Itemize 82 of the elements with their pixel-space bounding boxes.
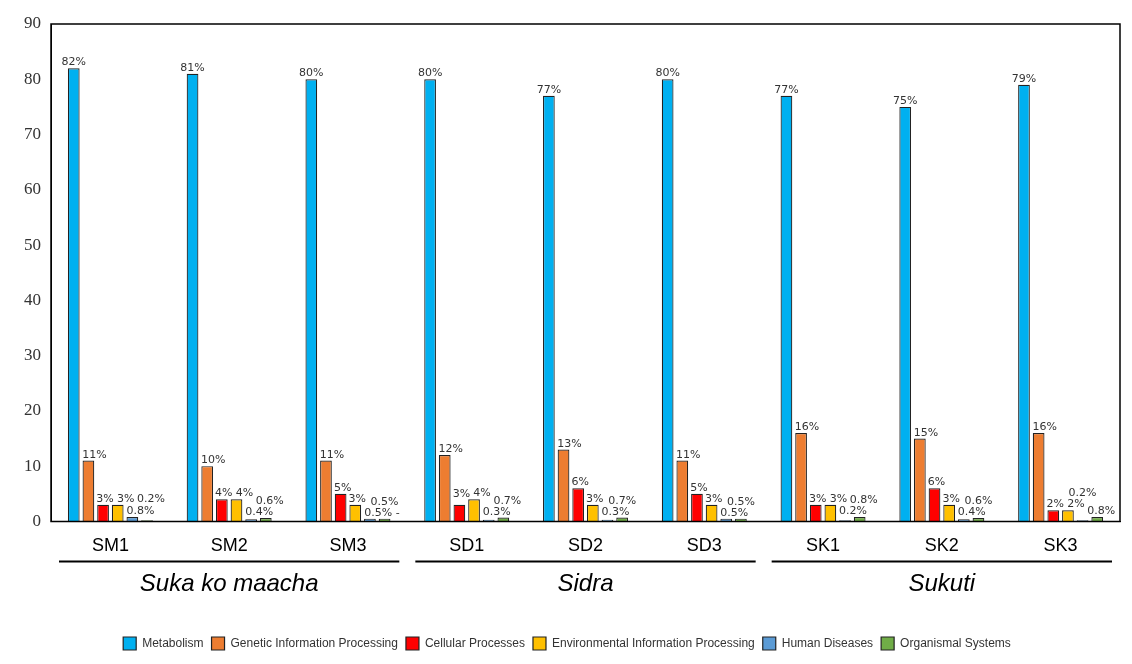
data-label: 81%: [180, 60, 205, 74]
data-label: 11%: [82, 447, 107, 461]
data-label: 0.3%: [601, 504, 630, 518]
x-tick-label: SD2: [567, 535, 604, 556]
data-label: 3%: [116, 491, 135, 505]
y-tick-label: 10: [24, 455, 41, 475]
data-label: 0.8%: [126, 503, 155, 517]
y-tick-label: 80: [24, 68, 41, 88]
text: Sidra: [557, 569, 614, 597]
data-label: 2%: [1046, 497, 1065, 511]
data-label: 3%: [452, 486, 471, 500]
data-label: 3%: [96, 491, 114, 505]
data-label: 0.4%: [957, 505, 986, 519]
data-label: 3%: [809, 491, 827, 505]
y-tick-label: 30: [24, 345, 41, 365]
data-label: 82%: [61, 55, 86, 69]
data-label: 3%: [586, 491, 604, 505]
x-tick-label: SM2: [210, 535, 248, 556]
data-label: 0.7%: [493, 493, 522, 507]
legend-label: Cellular Processes: [424, 635, 525, 650]
y-tick-label: 50: [24, 234, 41, 254]
data-label: 6%: [927, 475, 946, 489]
y-tick-label: 70: [24, 124, 41, 143]
data-label: 3%: [942, 491, 960, 505]
x-tick-label: SM3: [329, 535, 367, 556]
data-label: 80%: [299, 66, 324, 80]
data-label: 77%: [536, 82, 562, 96]
legend-label: Organismal Systems: [900, 635, 1011, 650]
y-tick-label: 60: [24, 179, 41, 199]
data-label: 0.4%: [245, 505, 274, 519]
legend-label: Human Diseases: [781, 635, 874, 650]
data-label: 3%: [704, 491, 723, 505]
data-label: 3%: [829, 491, 848, 505]
text: Suka ko maacha: [139, 569, 319, 597]
data-label: 0.2%: [1068, 486, 1097, 500]
data-label: 0.8%: [1087, 503, 1116, 517]
data-label: 0.3%: [482, 504, 511, 518]
data-label: 4%: [215, 486, 233, 500]
data-label: 2%: [1067, 497, 1085, 511]
y-tick-label: 40: [24, 289, 41, 309]
data-label: 0.7%: [608, 493, 637, 507]
data-label: 0.2%: [137, 492, 165, 506]
data-label: 0.6%: [255, 494, 284, 508]
x-tick-label: SM1: [91, 535, 129, 556]
data-label: 10%: [200, 453, 226, 467]
data-label: 6%: [571, 475, 589, 489]
legend-label: Genetic Information Processing: [230, 635, 398, 650]
data-label: 13%: [557, 436, 582, 450]
data-label: 16%: [1032, 419, 1057, 433]
data-label: 75%: [892, 93, 918, 107]
x-tick-label: SK3: [1043, 535, 1078, 556]
y-tick-label: 0: [32, 510, 41, 530]
data-label: 0.8%: [849, 492, 878, 506]
data-label: 5%: [333, 480, 352, 494]
data-label: 0.5%: [370, 494, 399, 508]
data-label: 3%: [348, 491, 366, 505]
x-tick-label: SK2: [924, 535, 959, 556]
data-label: 0.5%: [726, 494, 755, 508]
text: Sukuti: [908, 569, 976, 597]
data-label: 80%: [417, 66, 443, 80]
data-label: 0.6%: [964, 494, 993, 508]
data-label: 0.5% -: [364, 505, 400, 519]
data-label: 0.5%: [720, 505, 749, 519]
data-label: 12%: [438, 442, 463, 456]
data-label: 11%: [319, 447, 345, 461]
data-label: 16%: [794, 419, 820, 433]
y-tick-label: 20: [24, 400, 41, 420]
data-label: 4%: [235, 486, 254, 500]
data-label: 77%: [774, 82, 799, 96]
legend-label: Metabolism: [142, 635, 204, 650]
data-label: 0.2%: [839, 504, 868, 518]
data-label: 5%: [690, 480, 708, 494]
data-label: 80%: [655, 66, 680, 80]
x-tick-label: SK1: [806, 535, 841, 556]
x-tick-label: SD1: [449, 535, 485, 556]
data-label: 15%: [913, 425, 939, 439]
x-tick-label: SD3: [686, 535, 722, 556]
data-label: 4%: [473, 486, 491, 500]
data-label: 79%: [1011, 71, 1037, 85]
legend-label: Environmental Information Processing: [551, 635, 755, 650]
data-label: 11%: [676, 447, 701, 461]
y-tick-label: 90: [24, 13, 41, 33]
